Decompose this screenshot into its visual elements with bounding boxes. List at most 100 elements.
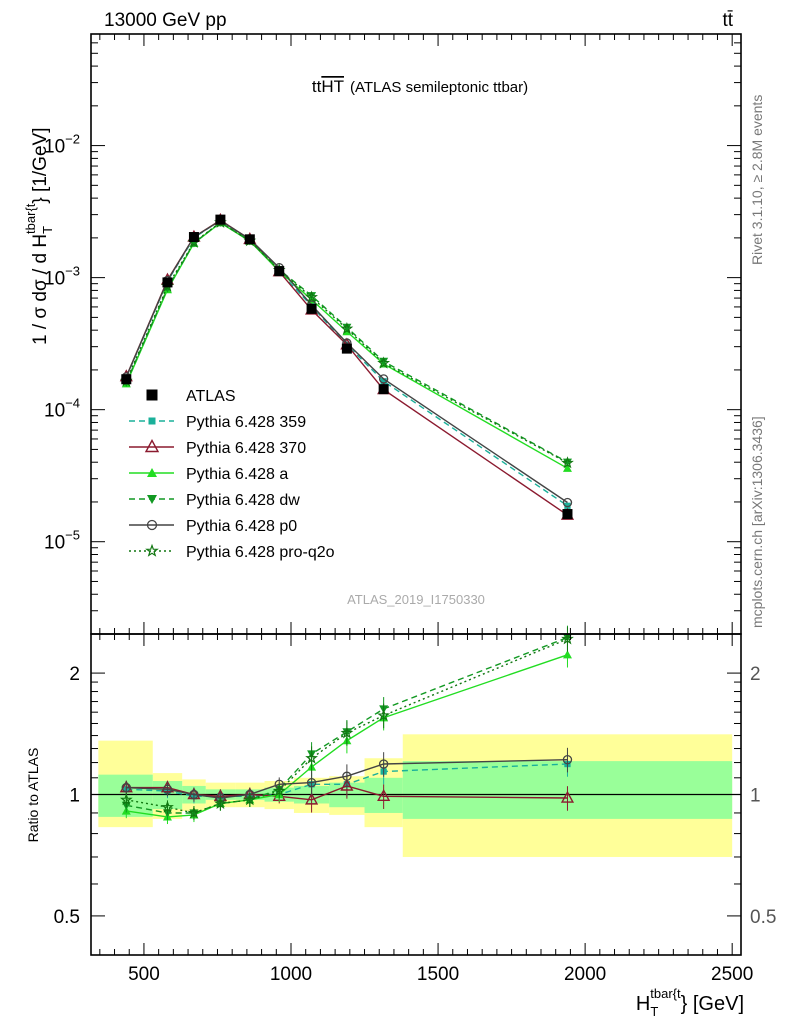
- x-label-main: H: [636, 993, 650, 1015]
- main-series-3-point-6: [307, 292, 317, 301]
- ratio-series-5-point-3: [214, 796, 227, 809]
- ratio-series-5-point-4: [243, 793, 257, 806]
- main-series-5-point-7: [340, 322, 354, 335]
- main-series-line-0: [125, 219, 568, 507]
- ratio-series-1-point-7: [340, 778, 354, 791]
- atlas-point-7: [341, 343, 352, 354]
- ratio-series-line-2: [126, 654, 568, 818]
- main-series-group: [119, 212, 575, 520]
- main-y-tick-label-3: 10−2: [44, 132, 80, 158]
- main-series-0-point-9: [564, 502, 571, 509]
- legend-marker-1: [148, 417, 156, 425]
- analysis-watermark: ATLAS_2019_I1750330: [347, 592, 485, 607]
- main-series-3-point-7: [342, 323, 352, 332]
- ratio-series-5-point-0: [119, 793, 133, 806]
- ratio-series-line-4: [126, 759, 568, 799]
- ratio-y-tick-label-right-0: 0.5: [750, 907, 776, 928]
- ratio-y-tick-label-right-1: 1: [750, 786, 761, 807]
- legend-item-0: ATLAS: [146, 388, 236, 405]
- legend-label-2: Pythia 6.428 370: [186, 440, 306, 457]
- main-y-axis-label: 1 / σ dσ / d HTtbar{t} [1/GeV]: [23, 128, 55, 345]
- ratio-series-4-point-2: [189, 789, 199, 800]
- atlas-point-5: [274, 266, 285, 277]
- x-axis-label: HTtbar{t} [GeV]: [636, 986, 744, 1019]
- x-label-sup: tbar{t: [650, 986, 681, 1001]
- header-left: 13000 GeV pp: [104, 10, 227, 31]
- legend-label-3: Pythia 6.428 a: [186, 466, 288, 483]
- ratio-y-tick-label-2: 2: [69, 664, 80, 685]
- ratio-series-line-5: [126, 638, 568, 814]
- main-series-4-point-9: [562, 497, 573, 508]
- main-title-part: tt: [312, 77, 322, 96]
- ratio-series-2-point-9: [562, 650, 572, 659]
- main-series-5-point-9: [561, 456, 574, 469]
- main-y-label-main: 1 / σ dσ / d H: [30, 234, 51, 345]
- atlas-data-points: [121, 214, 573, 520]
- legend-label-0: ATLAS: [186, 388, 236, 405]
- main-y-tick-label-2: 10−3: [44, 264, 80, 290]
- ratio-y-tick-label-1: 1: [69, 786, 80, 807]
- ratio-series-4-point-6: [306, 777, 317, 788]
- main-series-5-point-8: [377, 356, 391, 369]
- rivet-version-label: Rivet 3.1.10, ≥ 2.8M events: [749, 95, 765, 265]
- header-right: tt̄: [722, 10, 733, 31]
- legend-label-4: Pythia 6.428 dw: [186, 492, 300, 509]
- main-series-5-point-6: [305, 290, 318, 303]
- ratio-series-5: [119, 627, 574, 821]
- main-series-4-point-8: [378, 374, 389, 384]
- ratio-y-tick-label-0: 0.5: [54, 907, 80, 928]
- x-tick-label-2: 1500: [417, 964, 459, 985]
- x-tick-label-1: 1000: [270, 964, 312, 985]
- main-title: ttHT (ATLAS semileptonic ttbar): [312, 77, 528, 96]
- ratio-series-1-point-9: [560, 790, 575, 803]
- ratio-series-group: [119, 625, 575, 825]
- ratio-series-5-point-2: [187, 806, 201, 819]
- ratio-series-5-point-7: [340, 726, 354, 739]
- main-series-line-3: [125, 221, 568, 463]
- ratio-y-axis-label: Ratio to ATLAS: [25, 748, 41, 843]
- atlas-point-3: [215, 214, 226, 225]
- legend: ATLAS Pythia 6.428 359 Pythia 6.428 370 Pyt…: [129, 388, 335, 561]
- atlas-point-1: [162, 277, 173, 288]
- atlas-point-6: [306, 303, 317, 314]
- ratio-y-tick-label-right-2: 2: [750, 664, 761, 685]
- legend-marker-5: [146, 519, 158, 531]
- axes-group: 500 1000 1500 2000 2500 10−5 10−4 10−3 10−2 0.5 0.…: [44, 33, 776, 985]
- x-tick-label-0: 500: [128, 964, 160, 985]
- main-y-label-sup: tbar{t: [23, 203, 38, 234]
- main-series-2-point-9: [562, 463, 572, 472]
- ratio-series-5-point-8: [377, 708, 391, 721]
- legend-marker-6: [145, 543, 159, 557]
- main-series-line-4: [125, 219, 568, 504]
- legend-item-5: Pythia 6.428 p0: [129, 518, 297, 535]
- legend-item-4: Pythia 6.428 dw: [129, 492, 300, 509]
- atlas-point-8: [378, 384, 389, 395]
- legend-label-1: Pythia 6.428 359: [186, 414, 306, 431]
- ratio-series-4-point-9: [562, 754, 573, 765]
- main-y-label-sub: T: [40, 226, 55, 234]
- x-label-sub: T: [650, 1004, 658, 1019]
- x-tick-label-4: 2500: [711, 964, 753, 985]
- ratio-series-5-point-1: [161, 800, 174, 813]
- x-tick-label-3: 2000: [564, 964, 606, 985]
- legend-item-1: Pythia 6.428 359: [129, 414, 306, 431]
- main-series-3-point-9: [562, 458, 572, 467]
- ratio-series-5-point-6: [305, 751, 318, 764]
- legend-marker-0: [146, 389, 158, 401]
- main-series-0-point-8: [380, 378, 387, 385]
- legend-marker-3: [147, 468, 157, 477]
- legend-label-5: Pythia 6.428 p0: [186, 518, 297, 535]
- main-y-label-tail: } [1/GeV]: [30, 128, 51, 204]
- ratio-series-line-1: [126, 785, 568, 801]
- main-title-rest: (ATLAS semileptonic ttbar): [350, 79, 528, 96]
- legend-item-3: Pythia 6.428 a: [129, 466, 288, 483]
- atlas-point-9: [562, 509, 573, 520]
- main-y-tick-label-0: 10−5: [44, 528, 80, 554]
- main-title-overline: HT: [321, 77, 344, 96]
- atlas-point-4: [244, 234, 255, 245]
- main-series-3-point-8: [379, 357, 389, 366]
- x-label-tail: } [GeV]: [681, 993, 744, 1015]
- legend-item-6: Pythia 6.428 pro-q2o: [129, 543, 335, 561]
- ratio-series-4-point-7: [342, 771, 352, 781]
